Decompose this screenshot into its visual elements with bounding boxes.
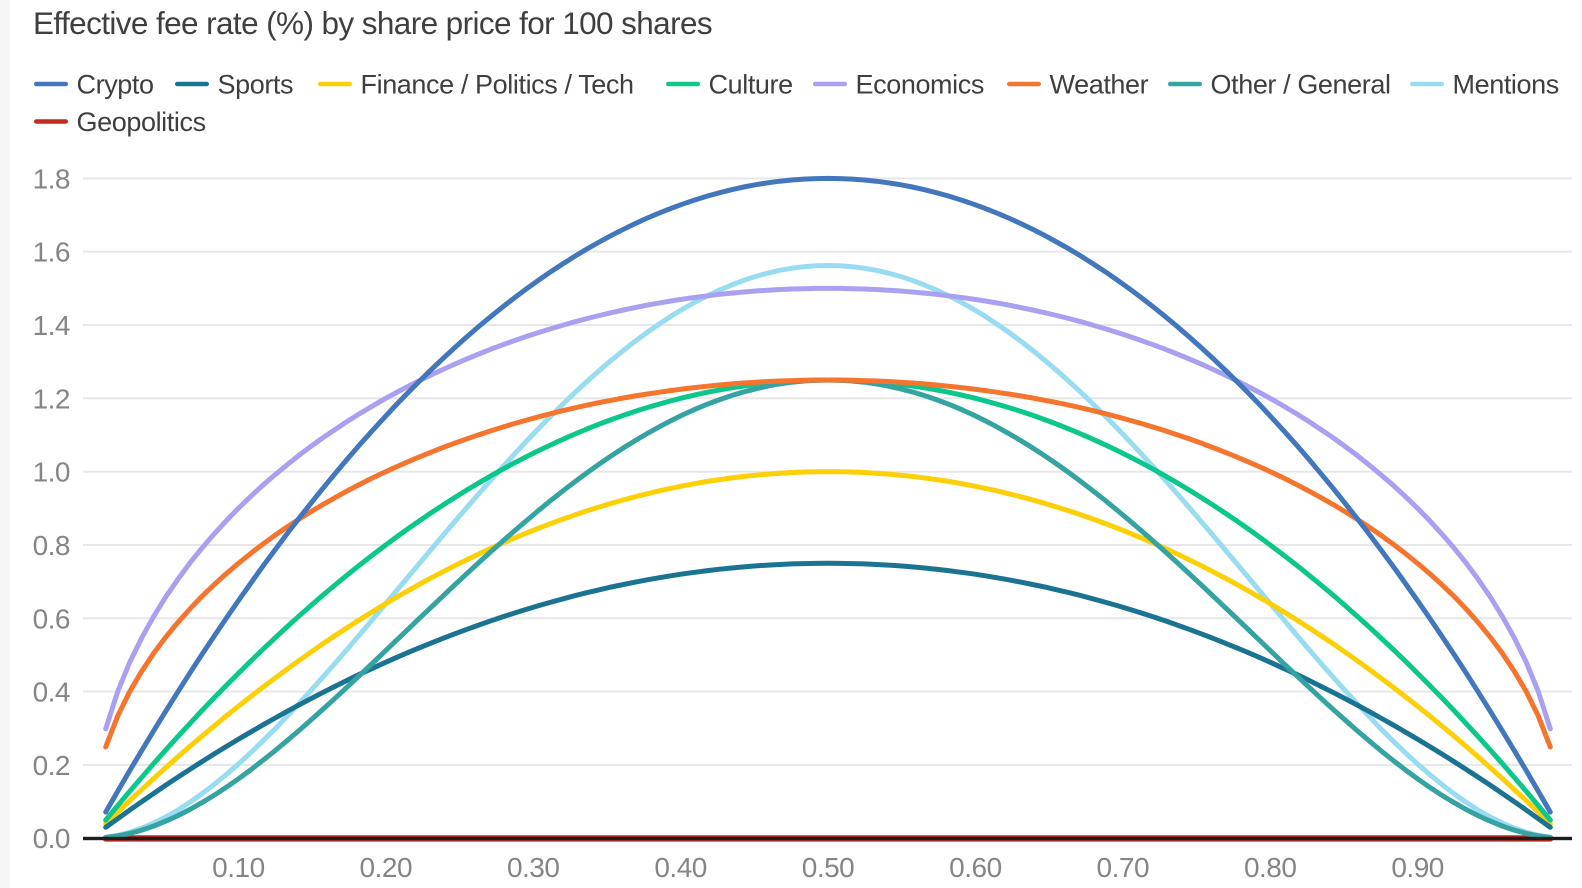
svg-text:0.20: 0.20	[360, 852, 413, 883]
svg-text:0.0: 0.0	[33, 823, 70, 854]
svg-text:Sports: Sports	[218, 70, 294, 100]
svg-text:1.6: 1.6	[33, 237, 70, 268]
svg-text:Effective fee rate (%) by shar: Effective fee rate (%) by share price fo…	[33, 5, 712, 41]
svg-text:Other / General: Other / General	[1211, 70, 1391, 100]
svg-text:0.10: 0.10	[212, 852, 265, 883]
svg-text:1.2: 1.2	[33, 383, 70, 414]
svg-text:0.60: 0.60	[949, 852, 1002, 883]
svg-text:Mentions: Mentions	[1453, 70, 1559, 100]
svg-text:1.0: 1.0	[33, 457, 70, 488]
svg-text:0.40: 0.40	[654, 852, 707, 883]
svg-text:Culture: Culture	[709, 70, 793, 100]
svg-text:0.90: 0.90	[1391, 852, 1444, 883]
svg-text:Economics: Economics	[856, 70, 984, 100]
svg-text:0.70: 0.70	[1097, 852, 1150, 883]
svg-text:0.30: 0.30	[507, 852, 560, 883]
svg-text:0.50: 0.50	[802, 852, 855, 883]
svg-text:Weather: Weather	[1050, 70, 1149, 100]
svg-text:0.4: 0.4	[33, 677, 70, 708]
svg-text:Crypto: Crypto	[77, 70, 154, 100]
svg-text:Finance / Politics / Tech: Finance / Politics / Tech	[361, 70, 634, 100]
svg-text:0.2: 0.2	[33, 750, 70, 781]
svg-text:0.8: 0.8	[33, 530, 70, 561]
svg-text:0.80: 0.80	[1244, 852, 1297, 883]
svg-text:Geopolitics: Geopolitics	[77, 107, 206, 137]
svg-text:1.4: 1.4	[33, 310, 70, 341]
svg-text:1.8: 1.8	[33, 163, 70, 194]
svg-text:0.6: 0.6	[33, 603, 70, 634]
